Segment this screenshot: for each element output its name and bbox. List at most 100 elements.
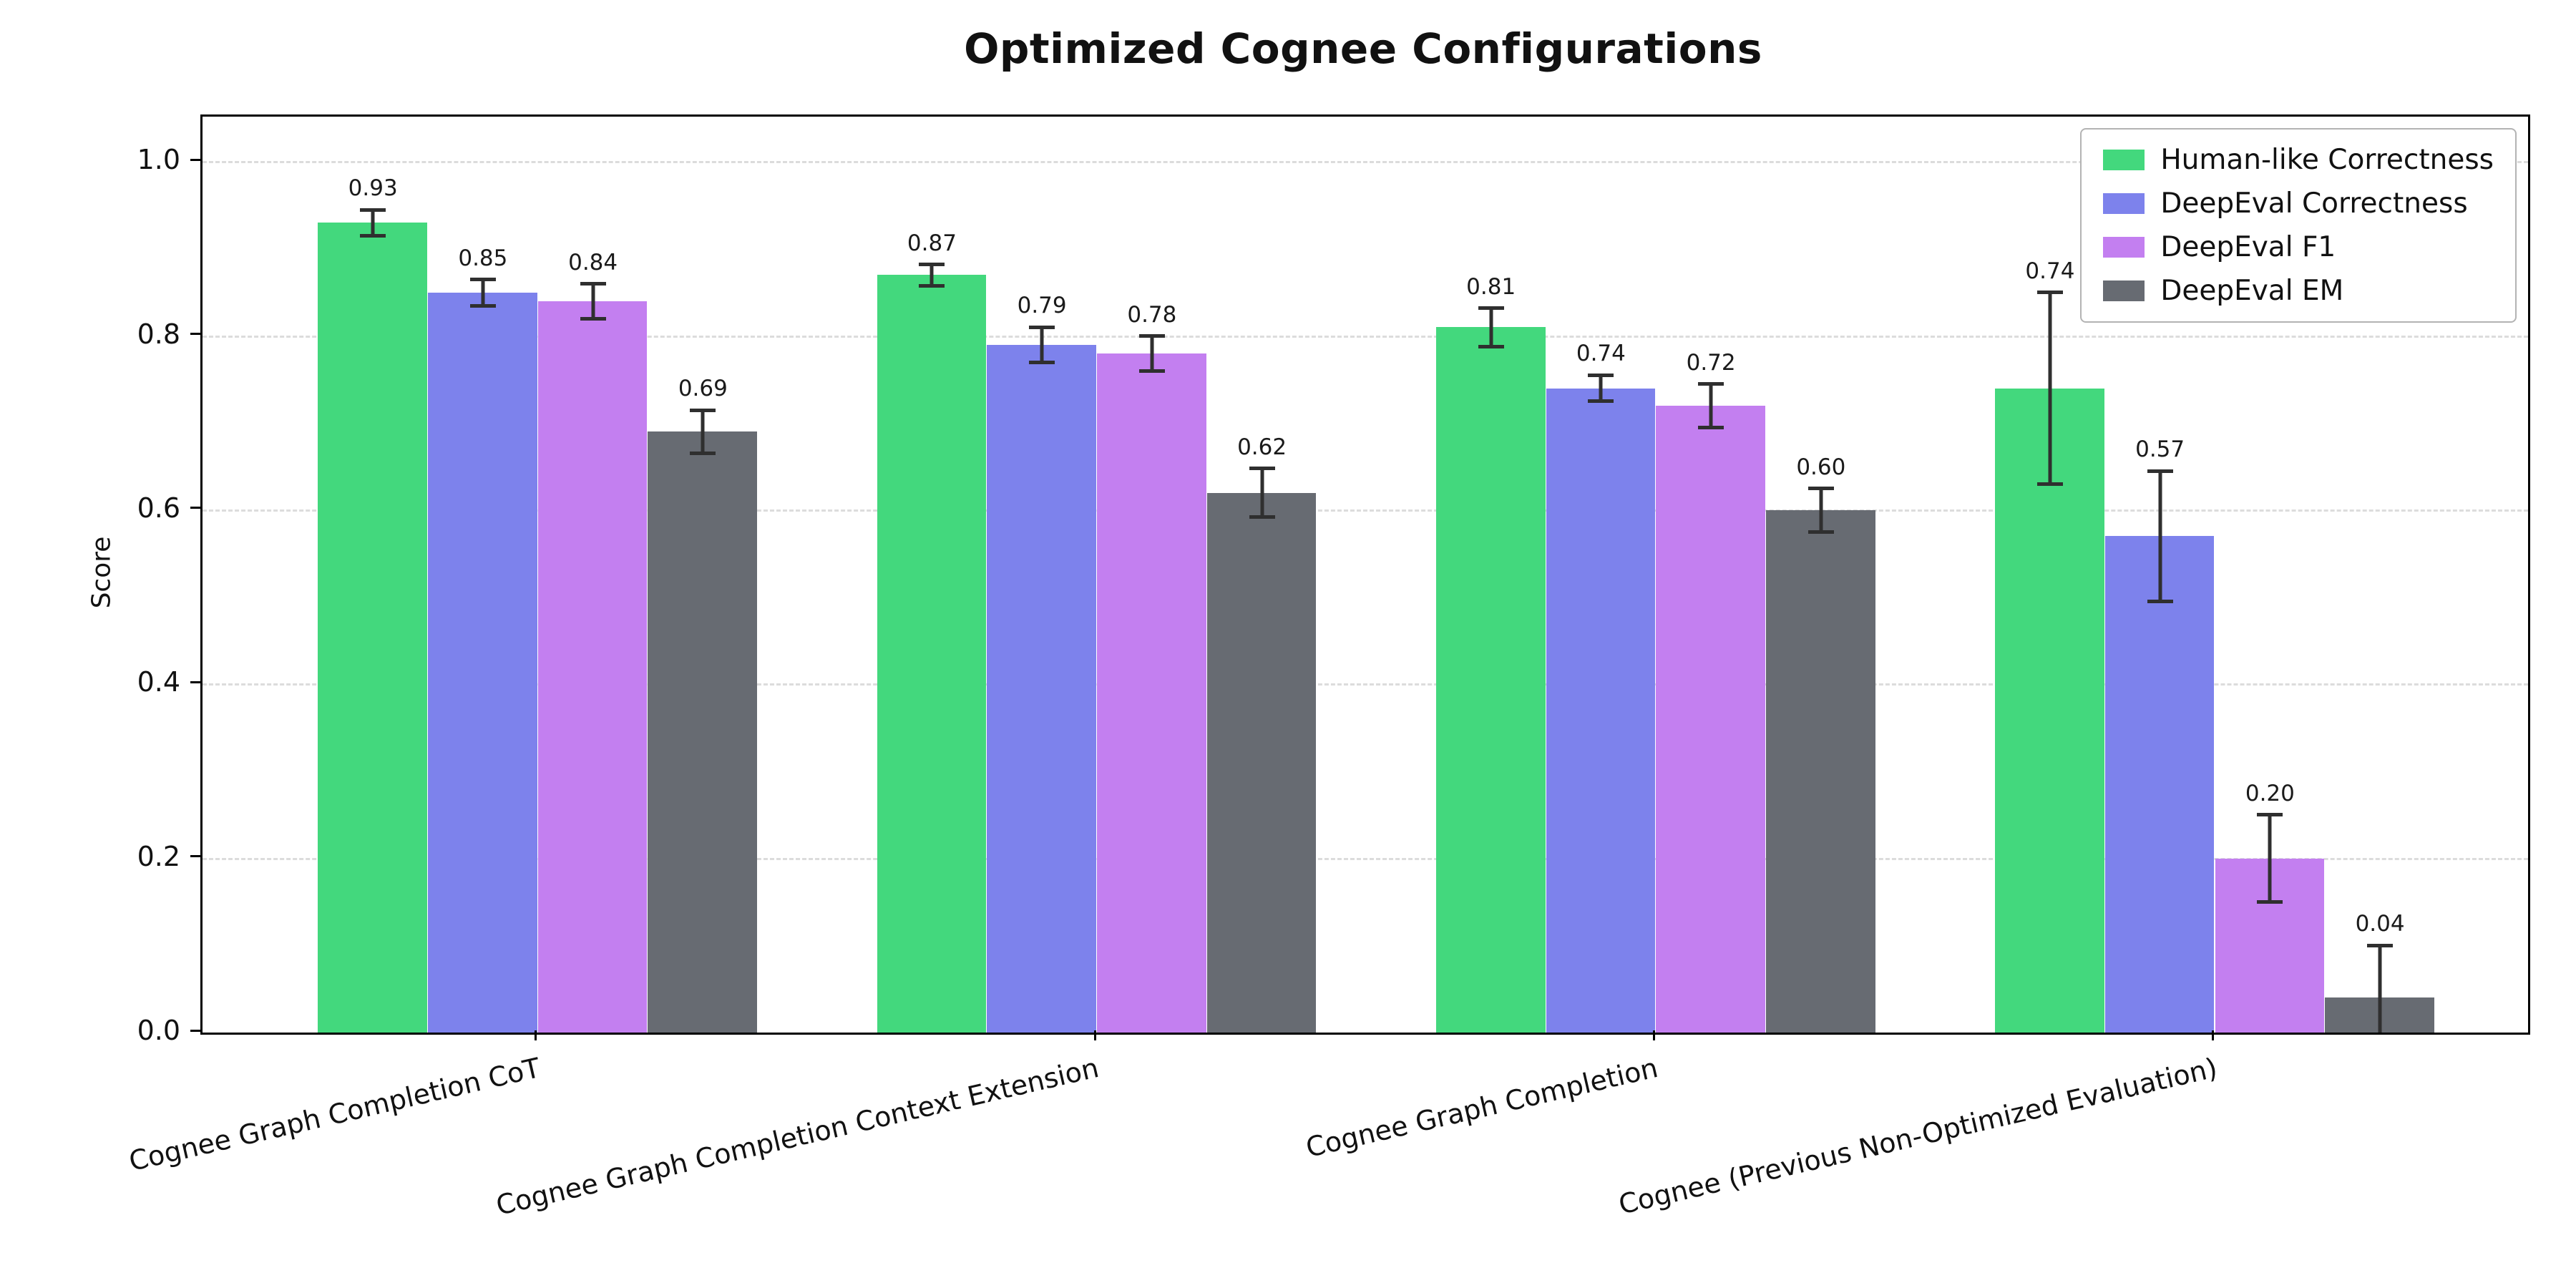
error-bar-cap <box>2147 469 2173 473</box>
bar-value-label: 0.87 <box>907 230 957 256</box>
error-bar <box>1819 488 1823 532</box>
error-bar <box>591 283 595 319</box>
error-bar-cap <box>360 234 386 238</box>
error-bar-cap <box>919 283 945 288</box>
y-tick-mark <box>190 680 200 683</box>
bar <box>1546 388 1656 1033</box>
bar <box>1435 327 1546 1033</box>
error-bar-cap <box>360 208 386 212</box>
error-bar-cap <box>1249 467 1275 471</box>
error-bar-cap <box>2257 899 2283 904</box>
error-bar <box>1040 327 1044 363</box>
error-bar <box>701 410 705 454</box>
bar-value-label: 0.74 <box>2025 258 2075 284</box>
legend-color-swatch <box>2103 280 2145 301</box>
error-bar-cap <box>2147 600 2173 604</box>
y-axis: 0.0 0.2 0.4 0.6 0.8 1.0 <box>0 114 200 1046</box>
error-bar-cap <box>919 263 945 267</box>
x-tick-label: Cognee Graph Completion <box>1303 1052 1662 1164</box>
y-tick-label: 1.0 <box>137 144 180 176</box>
legend-label: DeepEval F1 <box>2160 231 2336 263</box>
gridline <box>203 683 2528 686</box>
legend-item: DeepEval F1 <box>2103 231 2494 263</box>
error-bar <box>1709 384 1713 428</box>
y-tick-label: 0.0 <box>137 1015 180 1046</box>
bar <box>1995 388 2104 1033</box>
bar-value-label: 0.20 <box>2245 780 2295 806</box>
error-bar-cap <box>2367 943 2394 947</box>
error-bar-cap <box>1807 487 1834 491</box>
bar-value-label: 0.72 <box>1686 349 1736 376</box>
bar-value-label: 0.81 <box>1466 273 1516 300</box>
error-bar <box>1489 308 1493 347</box>
bar-value-label: 0.62 <box>1237 434 1287 460</box>
y-tick-label: 0.4 <box>137 666 180 698</box>
y-tick-label: 0.8 <box>137 318 180 350</box>
y-tick-mark <box>190 855 200 858</box>
gridline <box>203 335 2528 338</box>
gridline <box>203 857 2528 860</box>
error-bar-cap <box>1478 344 1504 348</box>
bar-value-label: 0.74 <box>1576 341 1626 367</box>
bar <box>1765 509 1875 1033</box>
bar-value-label: 0.69 <box>678 376 728 402</box>
bar-value-label: 0.85 <box>458 245 508 271</box>
y-tick-label: 0.2 <box>137 840 180 872</box>
bar-value-label: 0.57 <box>2135 436 2185 463</box>
x-axis-labels: Cognee Graph Completion CoT Cognee Graph … <box>126 1030 2526 1288</box>
error-bar-cap <box>580 282 606 286</box>
error-bar <box>2378 945 2382 1033</box>
error-bar <box>930 264 934 286</box>
error-bar-cap <box>1029 360 1055 364</box>
x-tick-mark <box>2212 1030 2214 1040</box>
plot-area: Human-like Correctness DeepEval Correctne… <box>200 114 2530 1035</box>
legend-color-swatch <box>2103 193 2145 214</box>
error-bar-cap <box>1698 425 1724 429</box>
error-bar <box>1260 468 1264 517</box>
bar-value-label: 0.04 <box>2355 911 2405 937</box>
bar-value-label: 0.84 <box>568 249 618 275</box>
x-tick-mark <box>535 1030 537 1040</box>
error-bar-cap <box>2036 482 2063 486</box>
error-bar-cap <box>690 408 716 412</box>
x-tick-label: Cognee (Previous Non-Optimized Evaluatio… <box>1615 1052 2220 1221</box>
legend-item: DeepEval Correctness <box>2103 187 2494 220</box>
bar-value-label: 0.78 <box>1127 301 1177 328</box>
error-bar-cap <box>580 316 606 321</box>
error-bar-cap <box>1138 369 1165 373</box>
legend-label: Human-like Correctness <box>2160 144 2494 176</box>
bar <box>537 301 648 1033</box>
bar <box>987 344 1096 1033</box>
error-bar <box>371 210 375 236</box>
chart-title: Optimized Cognee Configurations <box>964 24 1762 73</box>
x-tick-mark <box>1093 1030 1096 1040</box>
bar <box>428 292 537 1033</box>
bar <box>2104 536 2215 1033</box>
y-tick-mark <box>190 158 200 161</box>
error-bar <box>2268 814 2272 902</box>
legend: Human-like Correctness DeepEval Correctne… <box>2080 128 2517 323</box>
x-tick-label: Cognee Graph Completion Context Extensio… <box>493 1052 1102 1221</box>
error-bar-cap <box>469 303 496 308</box>
y-tick-mark <box>190 507 200 509</box>
bar <box>318 223 428 1033</box>
bar-value-label: 0.60 <box>1796 454 1846 480</box>
error-bar-cap <box>1249 515 1275 519</box>
x-tick-label: Cognee Graph Completion CoT <box>125 1052 543 1178</box>
error-bar-cap <box>469 278 496 282</box>
legend-color-swatch <box>2103 150 2145 170</box>
error-bar <box>2048 292 2052 484</box>
bar <box>1206 492 1317 1033</box>
error-bar <box>2158 471 2162 602</box>
error-bar-cap <box>1807 530 1834 534</box>
error-bar-cap <box>1478 306 1504 311</box>
error-bar <box>1150 336 1154 371</box>
bar <box>1097 353 1206 1033</box>
error-bar-cap <box>1588 373 1614 377</box>
error-bar-cap <box>1029 325 1055 329</box>
legend-color-swatch <box>2103 237 2145 258</box>
bar <box>877 275 987 1033</box>
legend-item: DeepEval EM <box>2103 275 2494 307</box>
legend-label: DeepEval Correctness <box>2160 187 2468 220</box>
